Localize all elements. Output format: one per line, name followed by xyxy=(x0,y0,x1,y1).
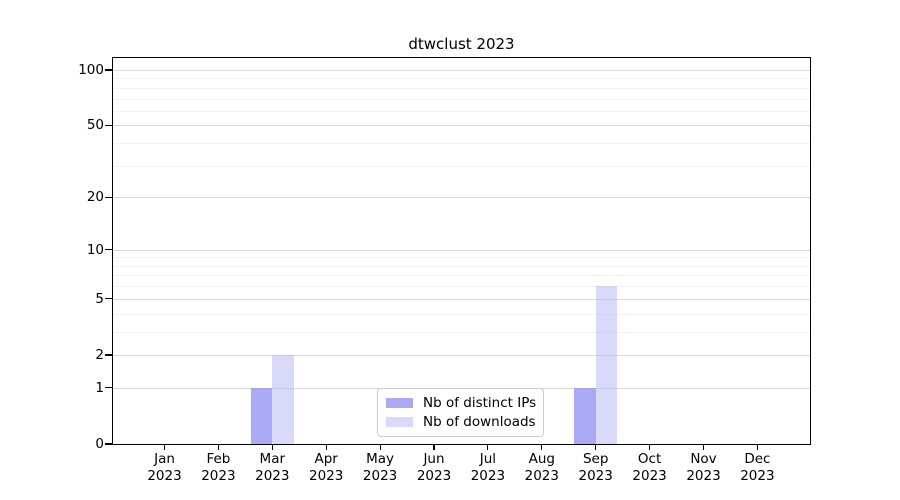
y-tick-mark xyxy=(105,69,112,71)
y-gridline-minor xyxy=(113,331,810,333)
legend-label-downloads: Nb of downloads xyxy=(423,414,536,430)
legend-label-distinct-ips: Nb of distinct IPs xyxy=(423,395,537,411)
y-tick-label: 10 xyxy=(86,241,104,258)
bar-downloads xyxy=(595,286,618,444)
x-tick-label: Jun 2023 xyxy=(416,451,452,484)
bar-downloads xyxy=(272,354,294,444)
y-tick-label: 20 xyxy=(86,189,104,206)
y-gridline-minor xyxy=(113,257,810,259)
y-tick-mark xyxy=(105,443,112,445)
x-tick-label: Nov 2023 xyxy=(686,451,721,484)
plot-area xyxy=(112,57,811,445)
legend-swatch-distinct-ips xyxy=(386,398,413,408)
bar-distinct-ips xyxy=(250,387,273,444)
y-tick-mark xyxy=(105,249,112,251)
x-tick-label: Aug 2023 xyxy=(524,451,559,484)
x-tick-label: Feb 2023 xyxy=(201,451,236,484)
y-gridline-major xyxy=(113,197,810,199)
y-gridline-minor xyxy=(113,78,810,80)
y-tick-label: 5 xyxy=(95,290,104,307)
y-tick-mark xyxy=(105,387,112,389)
y-gridline-minor xyxy=(113,87,810,89)
y-gridline-minor xyxy=(113,275,810,277)
y-tick-label: 2 xyxy=(95,346,104,363)
y-gridline-minor xyxy=(113,165,810,167)
x-tick-label: Jan 2023 xyxy=(147,451,182,484)
y-gridline-minor xyxy=(113,313,810,315)
y-tick-mark xyxy=(105,298,112,300)
y-gridline-major xyxy=(113,249,810,251)
y-gridline-minor xyxy=(113,286,810,288)
y-tick-mark xyxy=(105,354,112,356)
y-tick-label: 0 xyxy=(95,436,104,452)
x-tick-label: May 2023 xyxy=(362,451,398,484)
legend: Nb of distinct IPs Nb of downloads xyxy=(377,388,544,437)
y-gridline-minor xyxy=(113,110,810,112)
y-gridline-minor xyxy=(113,265,810,267)
x-tick-label: Sep 2023 xyxy=(578,451,613,484)
bar-distinct-ips xyxy=(574,387,596,444)
legend-item-distinct-ips: Nb of distinct IPs xyxy=(386,395,537,411)
y-gridline-major xyxy=(113,125,810,127)
y-gridline-major xyxy=(113,354,810,356)
chart-title: dtwclust 2023 xyxy=(408,35,515,53)
y-gridline-minor xyxy=(113,143,810,145)
y-gridline-major xyxy=(113,298,810,300)
x-tick-label: Mar 2023 xyxy=(255,451,290,484)
x-tick-label: Oct 2023 xyxy=(632,451,667,484)
y-tick-label: 50 xyxy=(86,117,104,134)
y-tick-mark xyxy=(105,196,112,198)
legend-swatch-downloads xyxy=(386,417,413,427)
x-tick-label: Apr 2023 xyxy=(309,451,344,484)
y-tick-mark xyxy=(105,124,112,126)
x-tick-label: Jul 2023 xyxy=(470,451,506,484)
y-gridline-major xyxy=(113,70,810,71)
y-tick-label: 1 xyxy=(95,379,104,396)
y-gridline-minor xyxy=(113,98,810,100)
y-tick-label: 100 xyxy=(78,62,104,78)
legend-item-downloads: Nb of downloads xyxy=(386,414,536,430)
x-tick-label: Dec 2023 xyxy=(740,451,775,484)
